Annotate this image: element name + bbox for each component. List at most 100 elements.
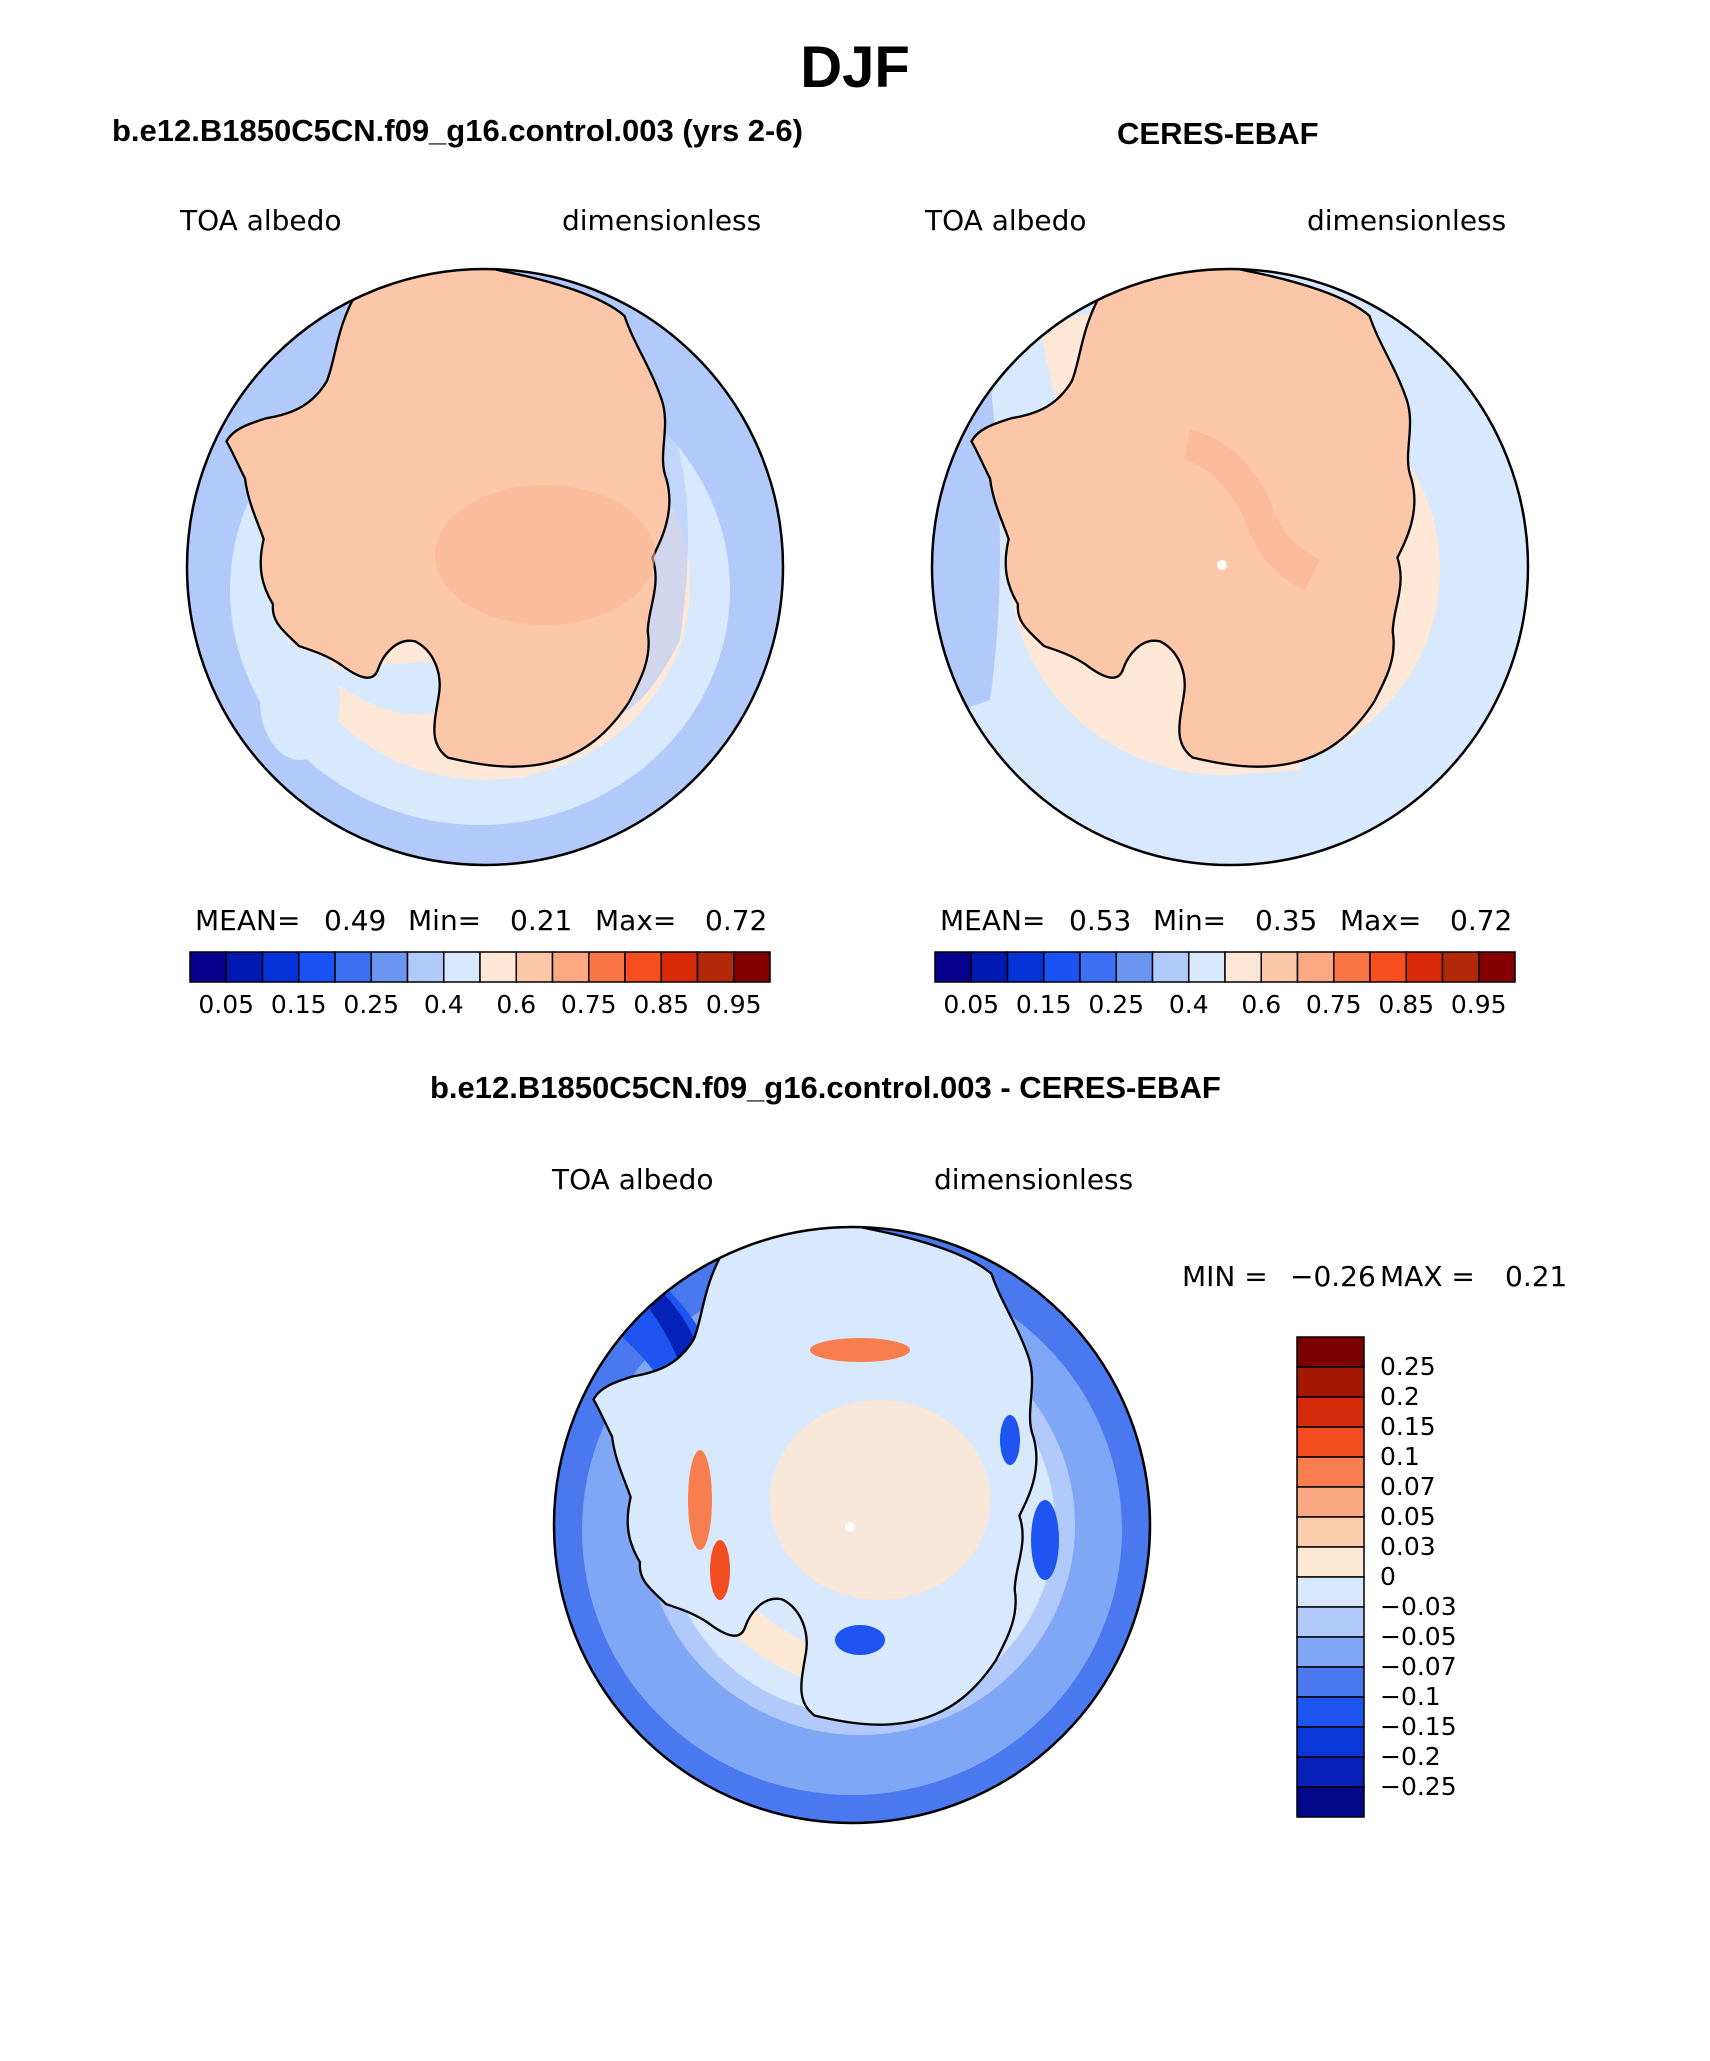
colorbar-segment	[1296, 1696, 1365, 1728]
diff-max-value: 0.21	[1505, 1260, 1568, 1293]
model-variable-label: TOA albedo	[180, 204, 342, 237]
colorbar-segment	[1441, 951, 1480, 983]
colorbar-segment	[934, 951, 972, 983]
colorbar-segment	[1296, 1396, 1365, 1428]
colorbar-segment	[1296, 1546, 1365, 1578]
diff-min-label: MIN =	[1182, 1260, 1268, 1293]
colorbar-segment	[551, 951, 590, 983]
diff-units-label: dimensionless	[934, 1163, 1134, 1196]
colorbar-tick-label: 0.05	[1380, 1502, 1436, 1531]
colorbar-tick-label: 0.6	[496, 990, 537, 1019]
colorbar-tick-label: 0.95	[1450, 990, 1507, 1019]
colorbar-segment	[1478, 951, 1516, 983]
colorbar-segment	[406, 951, 445, 983]
colorbar-segment	[225, 951, 264, 983]
colorbar-tick-label: −0.1	[1380, 1682, 1441, 1711]
colorbar-segment	[1296, 1366, 1365, 1398]
colorbar-tick-label: 0.2	[1380, 1382, 1420, 1411]
figure-title: DJF	[800, 35, 910, 100]
obs-colorbar	[934, 951, 1516, 983]
model-mean-value: 0.49	[324, 904, 387, 937]
colorbar-tick-label: −0.25	[1380, 1772, 1457, 1801]
colorbar-segment	[1296, 1516, 1365, 1548]
obs-min-label: Min=	[1153, 904, 1227, 937]
model-units-label: dimensionless	[562, 204, 762, 237]
colorbar-segment	[1369, 951, 1407, 983]
colorbar-segment	[1224, 951, 1262, 983]
colorbar-segment	[1079, 951, 1117, 983]
obs-max-label: Max=	[1340, 904, 1422, 937]
colorbar-tick-label: 0.6	[1241, 990, 1282, 1019]
colorbar-tick-label: 0.95	[705, 990, 762, 1019]
colorbar-segment	[1296, 1456, 1365, 1488]
obs-map	[930, 267, 1530, 867]
colorbar-tick-label: 0.07	[1380, 1472, 1436, 1501]
colorbar-segment	[298, 951, 336, 983]
colorbar-tick-label: −0.07	[1380, 1652, 1457, 1681]
obs-variable-label: TOA albedo	[925, 204, 1087, 237]
colorbar-segment	[696, 951, 735, 983]
colorbar-segment	[1405, 951, 1444, 983]
model-min-value: 0.21	[510, 904, 573, 937]
colorbar-tick-label: 0.1	[1380, 1442, 1420, 1471]
colorbar-tick-label: 0	[1380, 1562, 1396, 1591]
colorbar-segment	[1260, 951, 1299, 983]
colorbar-segment	[189, 951, 227, 983]
obs-units-label: dimensionless	[1307, 204, 1507, 237]
colorbar-tick-label: −0.15	[1380, 1712, 1457, 1741]
colorbar-segment	[1115, 951, 1154, 983]
colorbar-segment	[1151, 951, 1190, 983]
colorbar-segment	[733, 951, 771, 983]
model-map	[185, 267, 785, 867]
obs-panel-title: CERES-EBAF	[1117, 116, 1319, 151]
colorbar-tick-label: 0.05	[198, 990, 255, 1019]
colorbar-segment	[1296, 1576, 1365, 1608]
obs-min-value: 0.35	[1255, 904, 1318, 937]
colorbar-segment	[261, 951, 300, 983]
colorbar-tick-label: −0.03	[1380, 1592, 1457, 1621]
colorbar-segment	[515, 951, 554, 983]
colorbar-segment	[1006, 951, 1045, 983]
colorbar-segment	[624, 951, 662, 983]
colorbar-segment	[1296, 1426, 1365, 1458]
colorbar-segment	[1296, 1636, 1365, 1668]
diff-panel-title: b.e12.B1850C5CN.f09_g16.control.003 - CE…	[430, 1070, 1221, 1105]
colorbar-tick-label: 0.15	[1380, 1412, 1436, 1441]
colorbar-segment	[1043, 951, 1081, 983]
model-max-value: 0.72	[705, 904, 768, 937]
diff-min-value: −0.26	[1290, 1260, 1376, 1293]
model-colorbar	[189, 951, 771, 983]
colorbar-segment	[1296, 1786, 1365, 1818]
colorbar-segment	[370, 951, 409, 983]
colorbar-tick-label: 0.85	[633, 990, 690, 1019]
colorbar-segment	[1296, 1336, 1365, 1368]
obs-mean-label: MEAN=	[940, 904, 1046, 937]
colorbar-tick-label: 0.15	[270, 990, 327, 1019]
obs-mean-value: 0.53	[1069, 904, 1132, 937]
colorbar-segment	[1296, 1606, 1365, 1638]
colorbar-tick-label: 0.75	[560, 990, 617, 1019]
colorbar-segment	[970, 951, 1009, 983]
colorbar-tick-label: 0.85	[1378, 990, 1435, 1019]
colorbar-tick-label: 0.4	[1168, 990, 1209, 1019]
colorbar-tick-label: 0.05	[943, 990, 1000, 1019]
colorbar-segment	[1296, 1726, 1365, 1758]
colorbar-tick-label: 0.03	[1380, 1532, 1436, 1561]
colorbar-segment	[334, 951, 372, 983]
colorbar-segment	[588, 951, 626, 983]
colorbar-tick-label: 0.25	[1088, 990, 1145, 1019]
diff-map	[552, 1225, 1152, 1825]
colorbar-segment	[1188, 951, 1226, 983]
colorbar-segment	[660, 951, 699, 983]
colorbar-segment	[1296, 951, 1335, 983]
diff-variable-label: TOA albedo	[552, 1163, 714, 1196]
colorbar-segment	[1296, 1756, 1365, 1788]
diff-colorbar	[1296, 1336, 1365, 1818]
colorbar-segment	[479, 951, 517, 983]
model-mean-label: MEAN=	[195, 904, 301, 937]
colorbar-segment	[1296, 1486, 1365, 1518]
colorbar-tick-label: −0.05	[1380, 1622, 1457, 1651]
obs-max-value: 0.72	[1450, 904, 1513, 937]
colorbar-tick-label: 0.25	[343, 990, 400, 1019]
